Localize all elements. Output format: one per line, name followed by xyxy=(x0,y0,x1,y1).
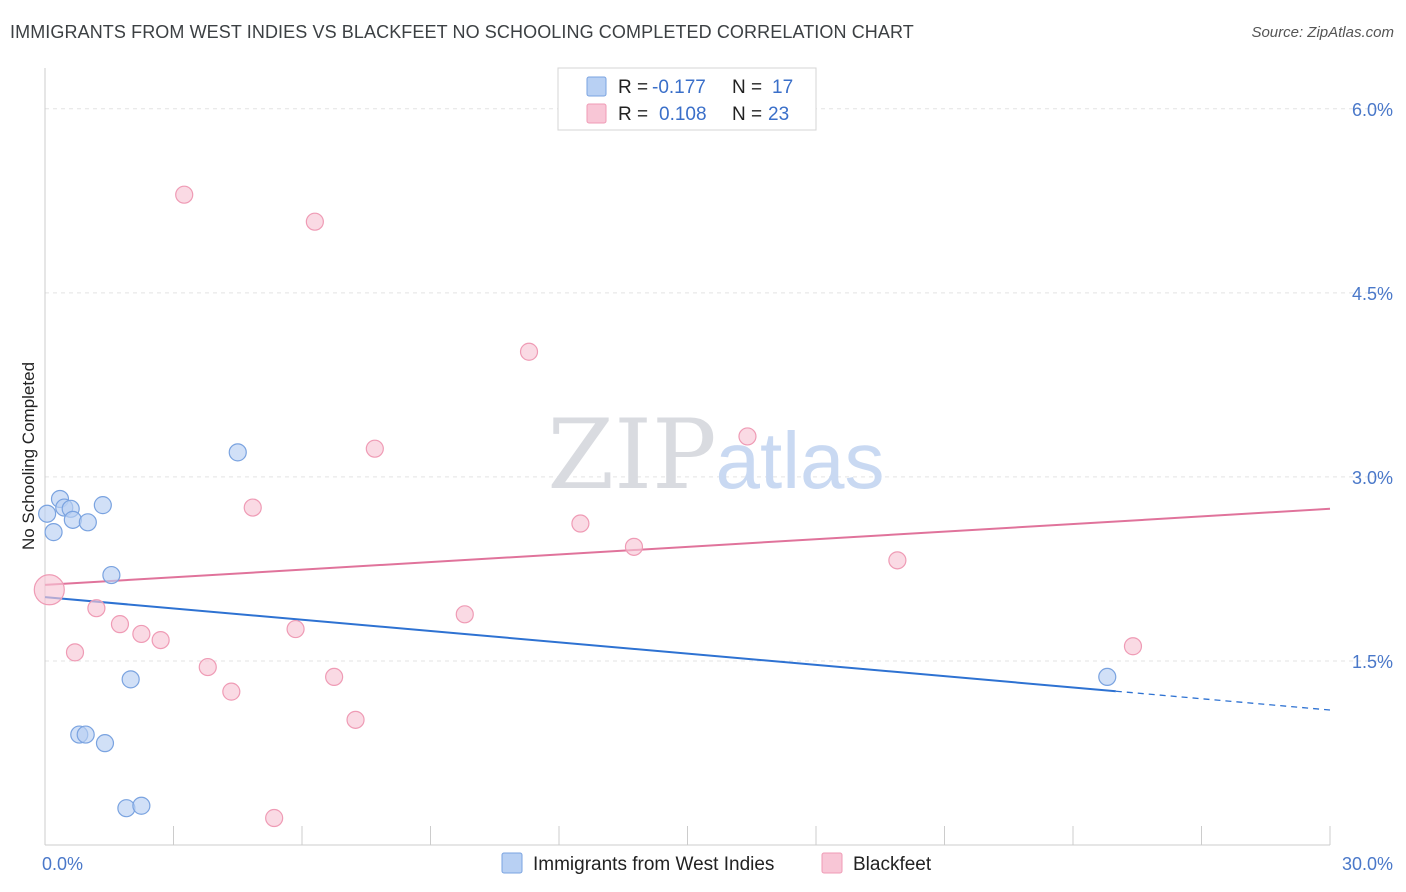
y-tick-label-1: 3.0% xyxy=(1352,468,1393,488)
point-west-indies-6 xyxy=(78,513,97,532)
point-west-indies-0 xyxy=(38,504,57,523)
point-blackfeet-19 xyxy=(325,667,344,687)
legend-bottom-blue-swatch xyxy=(501,852,523,874)
point-west-indies-10 xyxy=(121,670,140,689)
legend-bottom-series-2: Blackfeet xyxy=(853,854,932,875)
point-blackfeet-6 xyxy=(243,498,262,517)
point-blackfeet-2 xyxy=(305,212,324,231)
point-blackfeet-0 xyxy=(33,574,65,606)
x-tick-label-0: 0.0% xyxy=(42,854,83,874)
trend-lines xyxy=(44,507,1331,711)
point-blackfeet-21 xyxy=(265,808,284,828)
y-axis-label: No Schooling Completed xyxy=(19,362,38,550)
tick-labels: 1.5% 3.0% 4.5% 6.0% 0.0% 30.0% xyxy=(42,100,1393,874)
point-blackfeet-10 xyxy=(87,599,106,618)
point-blackfeet-20 xyxy=(346,710,365,729)
legend-bottom-pink-swatch xyxy=(821,852,843,874)
x-tick-label-1: 30.0% xyxy=(1342,854,1393,874)
y-tick-label-3: 6.0% xyxy=(1352,100,1393,120)
source-label: Source: ZipAtlas.com xyxy=(1251,24,1394,41)
legend-top: R = -0.177 N = 17 R = 0.108 N = 23 xyxy=(557,67,817,131)
point-west-indies-7 xyxy=(93,496,112,515)
point-blackfeet-16 xyxy=(455,605,474,624)
legend-pink-swatch xyxy=(586,103,607,124)
legend-r-value-1: -0.177 xyxy=(652,77,706,98)
grid-lines xyxy=(45,108,1390,662)
legend-n-value-2: 23 xyxy=(768,104,789,125)
watermark: ZIP atlas xyxy=(547,399,884,511)
point-blackfeet-4 xyxy=(365,439,384,458)
point-blackfeet-15 xyxy=(286,619,305,639)
legend-bottom-series-1: Immigrants from West Indies xyxy=(533,854,774,875)
point-blackfeet-22 xyxy=(1123,637,1143,656)
legend-n-value-1: 17 xyxy=(772,77,793,98)
point-west-indies-15 xyxy=(132,796,151,815)
point-west-indies-5 xyxy=(63,510,82,529)
y-tick-label-2: 4.5% xyxy=(1352,284,1393,304)
point-west-indies-16 xyxy=(1098,667,1117,687)
axes xyxy=(44,68,1331,846)
legend-blue-swatch xyxy=(586,76,607,97)
point-blackfeet-18 xyxy=(222,682,241,701)
point-blackfeet-13 xyxy=(132,624,151,644)
legend-r-label-2: R = xyxy=(618,104,648,125)
trend-line-west-indies-extension xyxy=(1115,690,1331,711)
watermark-atlas: atlas xyxy=(716,416,885,505)
point-blackfeet-17 xyxy=(198,657,217,677)
y-tick-label-0: 1.5% xyxy=(1352,652,1393,672)
point-west-indies-8 xyxy=(102,565,121,585)
point-blackfeet-7 xyxy=(571,514,590,533)
legend-r-value-2: 0.108 xyxy=(659,104,707,125)
trend-line-west-indies xyxy=(44,596,1116,693)
point-blackfeet-14 xyxy=(151,630,170,650)
point-blackfeet-11 xyxy=(65,643,85,662)
point-blackfeet-5 xyxy=(738,427,757,446)
watermark-zip: ZIP xyxy=(547,399,716,511)
legend-bottom: Immigrants from West Indies Blackfeet xyxy=(501,852,932,875)
point-west-indies-14 xyxy=(117,799,136,818)
point-west-indies-13 xyxy=(95,734,115,753)
legend-n-label-2: N = xyxy=(732,104,762,125)
point-blackfeet-1 xyxy=(175,185,194,204)
point-blackfeet-3 xyxy=(519,342,539,361)
point-blackfeet-12 xyxy=(110,615,130,634)
point-west-indies-1 xyxy=(44,523,63,542)
point-blackfeet-8 xyxy=(624,537,644,556)
legend-n-label-1: N = xyxy=(732,77,762,98)
data-points xyxy=(33,185,1143,828)
chart-title: IMMIGRANTS FROM WEST INDIES VS BLACKFEET… xyxy=(10,22,914,42)
trend-line-blackfeet xyxy=(44,507,1331,586)
legend-r-label-1: R = xyxy=(618,77,648,98)
point-blackfeet-9 xyxy=(888,551,907,570)
point-west-indies-12 xyxy=(76,725,95,744)
point-west-indies-9 xyxy=(228,443,247,462)
